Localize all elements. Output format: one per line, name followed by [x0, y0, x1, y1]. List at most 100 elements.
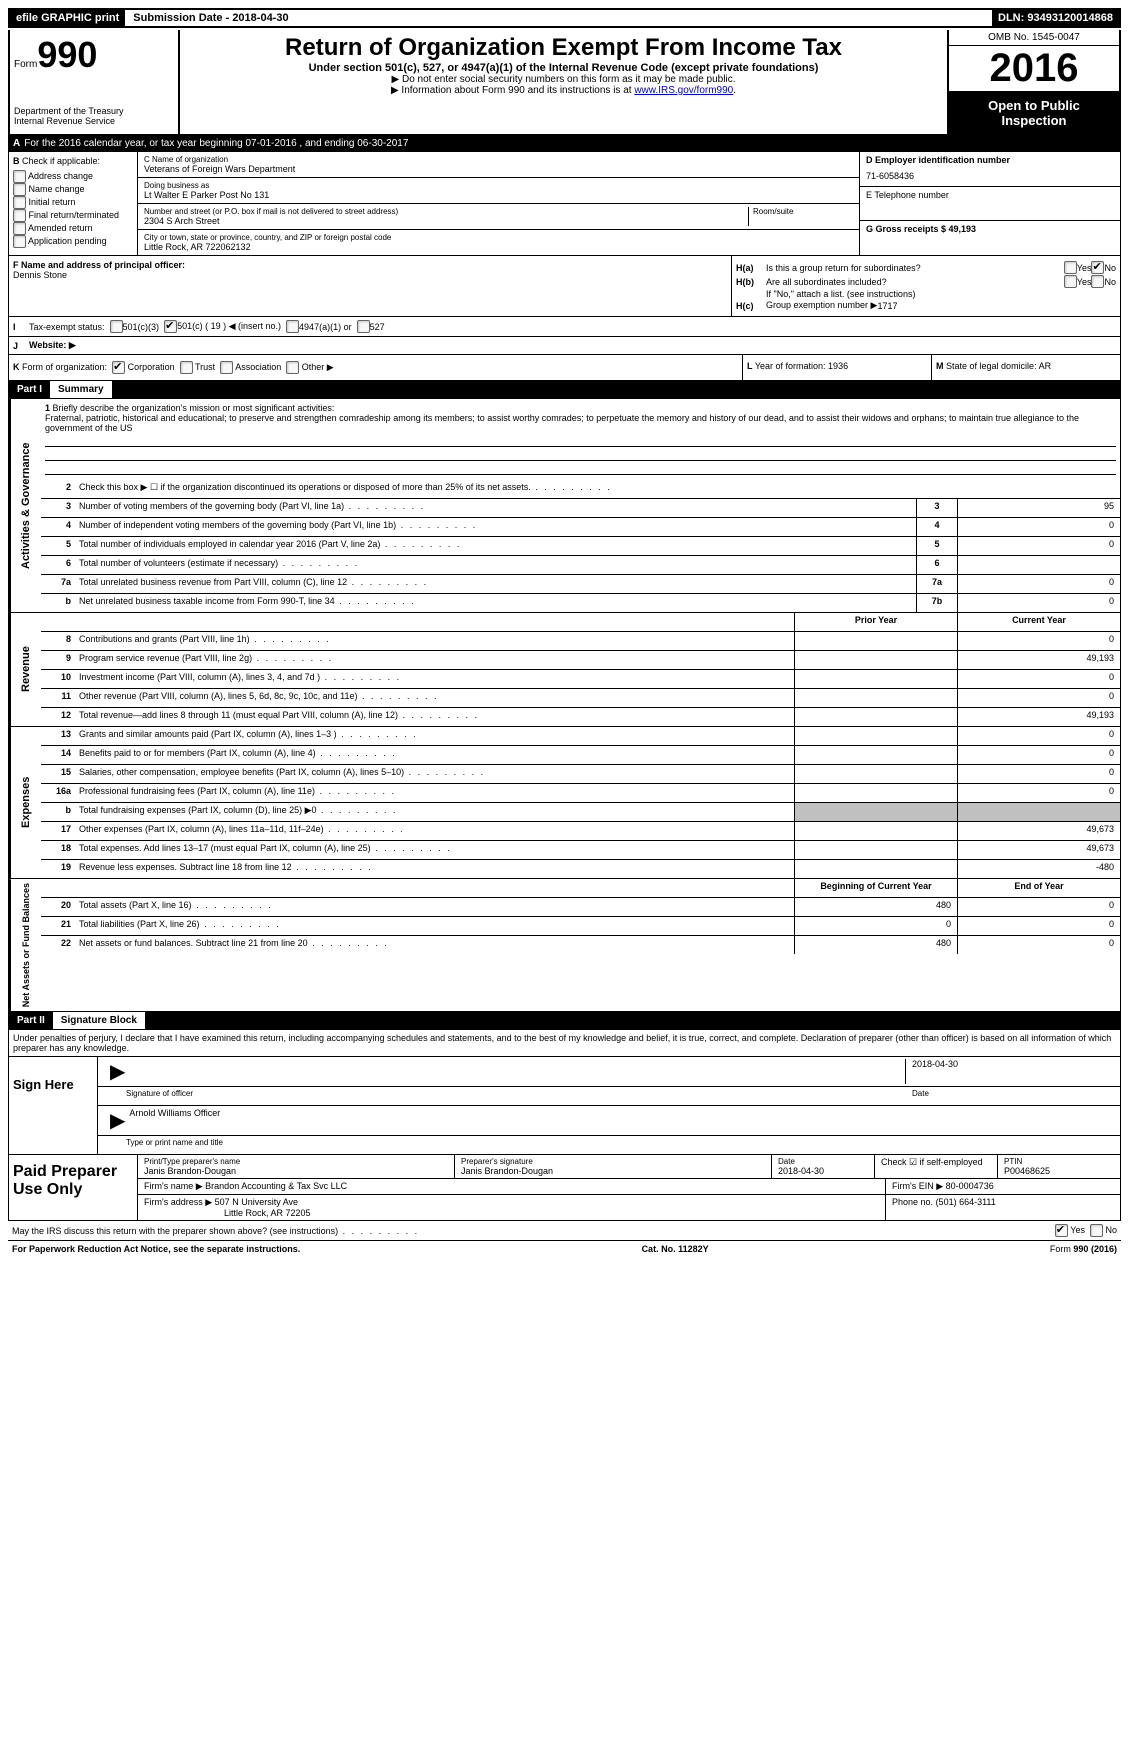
preparer-block: Paid Preparer Use Only Print/Type prepar…	[8, 1155, 1121, 1221]
summary-line: 19Revenue less expenses. Subtract line 1…	[41, 860, 1120, 878]
form-number: 990	[37, 34, 97, 75]
discuss-no[interactable]	[1090, 1224, 1103, 1237]
vlabel-gov: Activities & Governance	[9, 399, 41, 612]
ein: 71-6058436	[866, 171, 1114, 181]
summary-line: bTotal fundraising expenses (Part IX, co…	[41, 803, 1120, 822]
mission-text: Fraternal, patriotic, historical and edu…	[45, 413, 1079, 433]
org-name-label: C Name of organization	[144, 155, 853, 164]
row-i: I Tax-exempt status: 501(c)(3) 501(c) ( …	[8, 317, 1121, 337]
gov-line: 5Total number of individuals employed in…	[41, 537, 1120, 556]
part2-header: Part II Signature Block	[8, 1012, 1121, 1030]
check-address[interactable]	[13, 170, 26, 183]
summary-line: 12Total revenue—add lines 8 through 11 (…	[41, 708, 1120, 726]
note-info: ▶ Information about Form 990 and its ins…	[184, 85, 943, 96]
i-4947[interactable]	[286, 320, 299, 333]
city-label: City or town, state or province, country…	[144, 233, 853, 242]
addr: 2304 S Arch Street	[144, 216, 748, 226]
dba: Lt Walter E Parker Post No 131	[144, 190, 853, 200]
k-corp[interactable]	[112, 361, 125, 374]
dept-irs: Internal Revenue Service	[14, 116, 174, 126]
governance-block: Activities & Governance 1 Briefly descri…	[8, 399, 1121, 613]
summary-line: 17Other expenses (Part IX, column (A), l…	[41, 822, 1120, 841]
ha-no[interactable]	[1091, 261, 1104, 274]
row-klm: K Form of organization: Corporation Trus…	[8, 355, 1121, 381]
check-name[interactable]	[13, 183, 26, 196]
summary-line: 8Contributions and grants (Part VIII, li…	[41, 632, 1120, 651]
dept-treasury: Department of the Treasury	[14, 106, 174, 116]
netassets-block: Net Assets or Fund Balances Beginning of…	[8, 879, 1121, 1012]
row-j: J Website: ▶	[8, 337, 1121, 355]
mission-label: Briefly describe the organization's miss…	[53, 403, 335, 413]
summary-line: 21Total liabilities (Part X, line 26)00	[41, 917, 1120, 936]
dln: DLN: 93493120014868	[992, 10, 1119, 26]
footer: For Paperwork Reduction Act Notice, see …	[8, 1241, 1121, 1257]
gov-line: bNet unrelated business taxable income f…	[41, 594, 1120, 612]
city: Little Rock, AR 722062132	[144, 242, 853, 252]
sign-here-label: Sign Here	[9, 1057, 98, 1154]
i-501c3[interactable]	[110, 320, 123, 333]
block-bcde: B Check if applicable: Address change Na…	[8, 152, 1121, 256]
gov-line: 7aTotal unrelated business revenue from …	[41, 575, 1120, 594]
check-final[interactable]	[13, 209, 26, 222]
k-assoc[interactable]	[220, 361, 233, 374]
summary-line: 9Program service revenue (Part VIII, lin…	[41, 651, 1120, 670]
form-header: Form990 Department of the Treasury Inter…	[8, 30, 1121, 136]
phone-label: E Telephone number	[866, 190, 949, 200]
hb-yes[interactable]	[1064, 275, 1077, 288]
form-prefix: Form	[14, 59, 37, 70]
gross-receipts: G Gross receipts $ 49,193	[860, 221, 1120, 255]
col-b: B Check if applicable: Address change Na…	[9, 152, 138, 255]
revenue-block: Revenue Prior Year Current Year 8Contrib…	[8, 613, 1121, 727]
row-a: AFor the 2016 calendar year, or tax year…	[8, 136, 1121, 152]
note-ssn: ▶ Do not enter social security numbers o…	[184, 74, 943, 85]
summary-line: 18Total expenses. Add lines 13–17 (must …	[41, 841, 1120, 860]
perjury-text: Under penalties of perjury, I declare th…	[9, 1030, 1120, 1057]
check-initial[interactable]	[13, 196, 26, 209]
org-name: Veterans of Foreign Wars Department	[144, 164, 853, 174]
gov-line: 3Number of voting members of the governi…	[41, 499, 1120, 518]
i-527[interactable]	[357, 320, 370, 333]
summary-line: 13Grants and similar amounts paid (Part …	[41, 727, 1120, 746]
block-fh: F Name and address of principal officer:…	[8, 256, 1121, 317]
room-label: Room/suite	[753, 207, 853, 216]
vlabel-net: Net Assets or Fund Balances	[9, 879, 41, 1011]
gov-line: 6Total number of volunteers (estimate if…	[41, 556, 1120, 575]
i-501c[interactable]	[164, 320, 177, 333]
vlabel-rev: Revenue	[9, 613, 41, 726]
hb-no[interactable]	[1091, 275, 1104, 288]
check-amended[interactable]	[13, 222, 26, 235]
principal-name: Dennis Stone	[13, 270, 727, 280]
group-exemption: 1717	[877, 301, 897, 311]
ein-label: D Employer identification number	[866, 155, 1010, 165]
expenses-block: Expenses 13Grants and similar amounts pa…	[8, 727, 1121, 879]
dba-label: Doing business as	[144, 181, 853, 190]
gov-line: 2Check this box ▶ ☐ if the organization …	[41, 480, 1120, 499]
k-trust[interactable]	[180, 361, 193, 374]
tax-year: 2016	[949, 46, 1119, 92]
summary-line: 22Net assets or fund balances. Subtract …	[41, 936, 1120, 954]
summary-line: 15Salaries, other compensation, employee…	[41, 765, 1120, 784]
form-title: Return of Organization Exempt From Incom…	[184, 34, 943, 62]
irs-link[interactable]: www.IRS.gov/form990	[634, 85, 733, 96]
gov-line: 4Number of independent voting members of…	[41, 518, 1120, 537]
top-bar: efile GRAPHIC print Submission Date - 20…	[8, 8, 1121, 28]
form-subtitle: Under section 501(c), 527, or 4947(a)(1)…	[184, 62, 943, 74]
vlabel-exp: Expenses	[9, 727, 41, 878]
summary-line: 11Other revenue (Part VIII, column (A), …	[41, 689, 1120, 708]
summary-line: 14Benefits paid to or for members (Part …	[41, 746, 1120, 765]
discuss-yes[interactable]	[1055, 1224, 1068, 1237]
preparer-title: Paid Preparer Use Only	[9, 1155, 138, 1220]
part1-header: Part I Summary	[8, 381, 1121, 399]
check-pending[interactable]	[13, 235, 26, 248]
discuss-row: May the IRS discuss this return with the…	[8, 1221, 1121, 1241]
omb-number: OMB No. 1545-0047	[949, 30, 1119, 46]
efile-button[interactable]: efile GRAPHIC print	[10, 10, 125, 26]
summary-line: 20Total assets (Part X, line 16)4800	[41, 898, 1120, 917]
signature-block: Under penalties of perjury, I declare th…	[8, 1030, 1121, 1155]
open-public: Open to PublicInspection	[949, 92, 1119, 134]
summary-line: 10Investment income (Part VIII, column (…	[41, 670, 1120, 689]
addr-label: Number and street (or P.O. box if mail i…	[144, 207, 748, 216]
principal-label: F Name and address of principal officer:	[13, 260, 185, 270]
ha-yes[interactable]	[1064, 261, 1077, 274]
k-other[interactable]	[286, 361, 299, 374]
